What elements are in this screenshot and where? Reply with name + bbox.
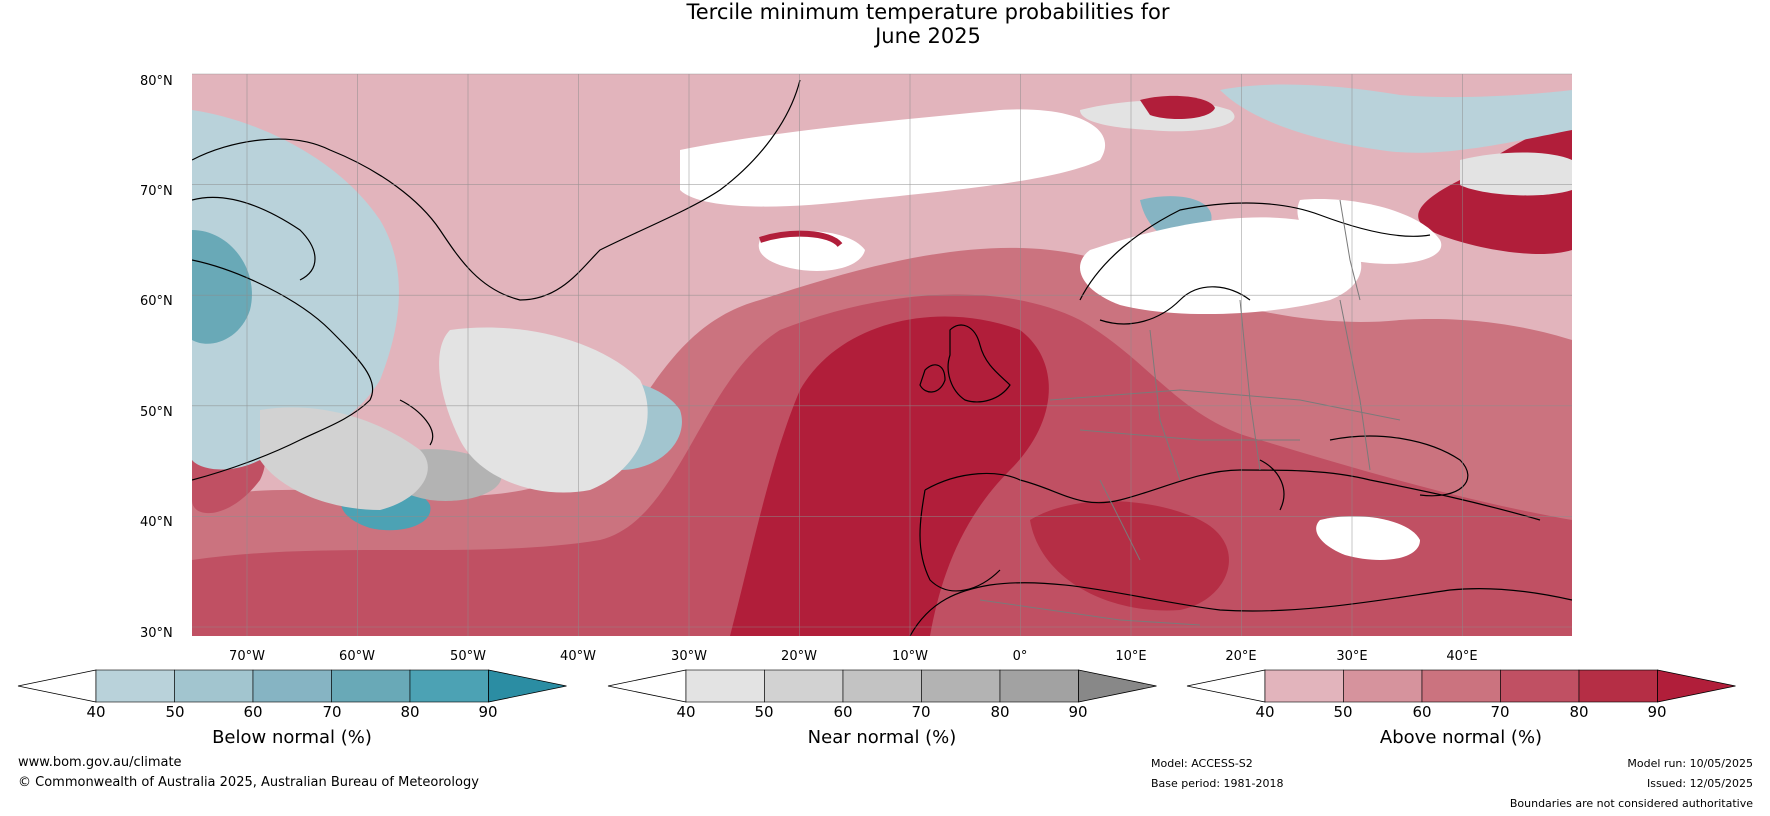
above-normal-colorbar-segment bbox=[1578, 669, 1658, 703]
near-tick-90: 90 bbox=[1068, 703, 1088, 721]
lat-label-30n: 30°N bbox=[140, 626, 173, 641]
lon-label-60w: 60°W bbox=[339, 649, 375, 664]
near-tick-60: 60 bbox=[833, 703, 853, 721]
borders bbox=[979, 199, 1401, 626]
below-tick-70: 70 bbox=[322, 703, 342, 721]
above-tick-40: 40 bbox=[1255, 703, 1275, 721]
below-normal-colorbar-segment bbox=[252, 669, 332, 703]
above-normal-colorbar-segment bbox=[1421, 669, 1501, 703]
model-run-text: Model run: 10/05/2025 bbox=[1627, 757, 1753, 770]
above-normal-colorbar-segment bbox=[1343, 669, 1423, 703]
above-normal-colorbar-min-extend bbox=[1186, 669, 1266, 703]
issued-text: Issued: 12/05/2025 bbox=[1646, 777, 1753, 790]
below-normal-title: Below normal (%) bbox=[212, 727, 372, 748]
colorbars bbox=[17, 669, 1736, 703]
near-tick-40: 40 bbox=[676, 703, 696, 721]
lat-label-50n: 50°N bbox=[140, 405, 173, 420]
lat-label-80n: 80°N bbox=[140, 74, 173, 89]
below-normal-colorbar-segment bbox=[95, 669, 175, 703]
field-white-band bbox=[680, 109, 1106, 207]
model-text: Model: ACCESS-S2 bbox=[1151, 757, 1253, 770]
near-normal-colorbar-max-extend bbox=[1078, 669, 1157, 703]
lon-label-20w: 20°W bbox=[781, 649, 817, 664]
title-line-2: June 2025 bbox=[875, 24, 981, 48]
below-normal-colorbar-segment bbox=[331, 669, 411, 703]
near-normal-title: Near normal (%) bbox=[807, 727, 957, 748]
lon-label-70w: 70°W bbox=[229, 649, 265, 664]
below-normal-colorbar-max-extend bbox=[488, 669, 567, 703]
below-tick-40: 40 bbox=[86, 703, 106, 721]
lon-label-0: 0° bbox=[1012, 649, 1028, 664]
below-normal-colorbar-min-extend bbox=[17, 669, 97, 703]
above-normal-title: Above normal (%) bbox=[1379, 727, 1543, 748]
near-normal-colorbar-segment bbox=[921, 669, 1001, 703]
lon-label-10e: 10°E bbox=[1115, 649, 1147, 664]
graticule bbox=[192, 73, 1572, 636]
field-below-50 bbox=[192, 110, 399, 470]
below-normal-colorbar-segment bbox=[174, 669, 254, 703]
copyright-text: © Commonwealth of Australia 2025, Austra… bbox=[18, 775, 479, 790]
above-tick-50: 50 bbox=[1333, 703, 1353, 721]
lon-label-40w: 40°W bbox=[560, 649, 596, 664]
lon-label-30w: 30°W bbox=[671, 649, 707, 664]
above-tick-80: 80 bbox=[1569, 703, 1589, 721]
above-normal-colorbar-max-extend bbox=[1657, 669, 1736, 703]
above-normal-colorbar-segment bbox=[1264, 669, 1344, 703]
below-tick-50: 50 bbox=[165, 703, 185, 721]
near-normal-colorbar-segment bbox=[999, 669, 1079, 703]
near-tick-80: 80 bbox=[990, 703, 1010, 721]
lat-label-40n: 40°N bbox=[140, 515, 173, 530]
map-title: Tercile minimum temperature probabilitie… bbox=[0, 0, 1770, 48]
field-near-40 bbox=[439, 327, 648, 493]
lon-label-20e: 20°E bbox=[1225, 649, 1257, 664]
near-normal-colorbar-segment bbox=[685, 669, 765, 703]
field-above-90 bbox=[730, 316, 1049, 636]
near-normal-colorbar-segment bbox=[764, 669, 844, 703]
lat-label-60n: 60°N bbox=[140, 294, 173, 309]
lon-label-40e: 40°E bbox=[1446, 649, 1478, 664]
above-normal-colorbar-segment bbox=[1500, 669, 1580, 703]
website-link[interactable]: www.bom.gov.au/climate bbox=[18, 755, 182, 770]
below-tick-90: 90 bbox=[478, 703, 498, 721]
lon-label-30e: 30°E bbox=[1336, 649, 1368, 664]
lon-label-10w: 10°W bbox=[892, 649, 928, 664]
map-field bbox=[192, 74, 1572, 636]
near-tick-50: 50 bbox=[754, 703, 774, 721]
base-period-text: Base period: 1981-2018 bbox=[1151, 777, 1284, 790]
disclaimer-text: Boundaries are not considered authoritat… bbox=[1509, 797, 1753, 810]
coastlines bbox=[192, 79, 1572, 636]
below-tick-80: 80 bbox=[400, 703, 420, 721]
near-normal-colorbar-min-extend bbox=[607, 669, 687, 703]
title-line-1: Tercile minimum temperature probabilitie… bbox=[686, 0, 1170, 24]
above-tick-90: 90 bbox=[1647, 703, 1667, 721]
lat-label-70n: 70°N bbox=[140, 184, 173, 199]
above-tick-60: 60 bbox=[1412, 703, 1432, 721]
lon-label-50w: 50°W bbox=[450, 649, 486, 664]
near-normal-colorbar-segment bbox=[842, 669, 922, 703]
below-normal-colorbar-segment bbox=[409, 669, 489, 703]
above-tick-70: 70 bbox=[1490, 703, 1510, 721]
near-tick-70: 70 bbox=[911, 703, 931, 721]
below-tick-60: 60 bbox=[243, 703, 263, 721]
